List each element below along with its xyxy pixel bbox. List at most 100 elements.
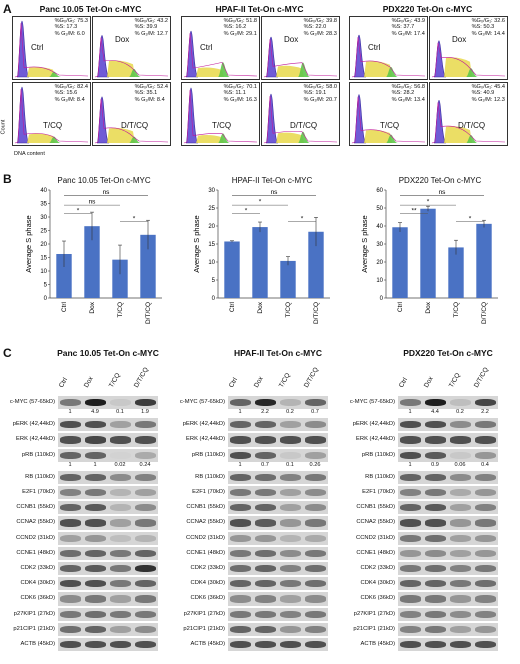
blot-strip <box>398 577 498 591</box>
s-phase-area <box>196 67 224 77</box>
blot-band <box>110 565 131 573</box>
y-tick-label: 25 <box>208 206 215 212</box>
blot-strip <box>228 562 328 576</box>
flow-histogram: %G₀/G₁: 52.4 %S: 35.1% G₂/M: 8.4 D/T/CQ <box>92 82 171 146</box>
blot-strip <box>398 607 498 621</box>
flow-condition-label: Dox <box>115 35 130 44</box>
fit-line <box>14 22 89 78</box>
blot-band <box>135 595 156 603</box>
flow-stat-s: %S: 37.7 <box>391 24 415 31</box>
blot-band <box>60 504 81 512</box>
blot-strip <box>398 396 498 410</box>
blot-band <box>85 436 106 444</box>
blot-band <box>85 595 106 603</box>
blot-strip <box>58 592 158 606</box>
flow-stat-m: % G₂/M: 20.7 <box>303 96 337 103</box>
blot-row-label: p27KIP1 (27kD) <box>353 610 395 617</box>
blot-strip <box>398 486 498 500</box>
band-quantification: 4.4 <box>431 409 439 416</box>
x-tick-label: Ctrl <box>61 301 68 312</box>
blot-strip <box>58 562 158 576</box>
flow-stat-g: %G₀/G₁: 82.4 <box>54 84 88 90</box>
sig-label: * <box>301 215 304 222</box>
blot-band <box>400 399 421 407</box>
flow-condition-label: T/CQ <box>380 121 400 130</box>
blot-strip <box>228 418 328 432</box>
y-tick-label: 15 <box>208 242 215 248</box>
blot-row-label: CCNB1 (55kD) <box>16 504 55 511</box>
blot-band <box>255 519 276 527</box>
blot-band <box>305 399 326 407</box>
band-quantification: 2.2 <box>481 409 489 416</box>
blot-band <box>305 421 326 429</box>
blot-band <box>280 549 301 557</box>
blot-band <box>305 595 326 603</box>
flow-stat-m: % G₂/M: 29.1 <box>223 30 257 37</box>
flow-stats: %G₀/G₁: 52.4 %S: 35.1% G₂/M: 8.4 <box>135 84 168 103</box>
blot-band <box>400 641 421 649</box>
flow-condition-label: Dox <box>284 35 299 44</box>
blot-row-label: c-MYC (57-65kD) <box>9 399 55 405</box>
blot-band <box>280 519 301 527</box>
blot-band <box>475 595 496 603</box>
blot-band <box>255 565 276 573</box>
flow-histogram: %G₀/G₁: 43.2 %S: 39.9% G₂/M: 12.7 Dox <box>92 16 171 80</box>
fit-line <box>263 95 338 144</box>
blot-band <box>450 595 471 603</box>
blot-band <box>85 565 106 573</box>
band-quantification: 0.1 <box>286 461 294 468</box>
blot-row-label: pERK (42,44kD) <box>182 421 225 428</box>
blot-strip <box>398 546 498 560</box>
sig-label: ns <box>103 189 111 196</box>
blot-band <box>400 595 421 603</box>
s-phase-area <box>27 133 55 143</box>
blot-band <box>135 436 156 444</box>
g2m-peak <box>298 62 310 77</box>
blot-band <box>280 641 301 649</box>
g2m-peak <box>129 136 141 143</box>
blot-band <box>135 421 156 429</box>
bar <box>420 208 436 298</box>
flow-stat-s: %S: 11.1 <box>223 90 246 97</box>
blot-band <box>305 436 326 444</box>
blot-band <box>85 451 106 459</box>
y-tick-label: 20 <box>40 242 47 248</box>
flow-condition-label: D/T/CQ <box>121 121 149 130</box>
flow-stat-g: %G₀/G₁: 43.9 <box>391 18 425 24</box>
blot-band <box>110 610 131 618</box>
y-tick-label: 60 <box>376 188 383 194</box>
blot-band <box>450 534 471 542</box>
s-phase-area <box>276 132 304 143</box>
flow-histogram: %G₀/G₁: 39.8 %S: 22.0% G₂/M: 28.3 Dox <box>261 16 340 80</box>
blot-band <box>280 421 301 429</box>
sig-label: * <box>427 199 430 206</box>
y-tick-label: 0 <box>44 296 48 302</box>
blot-band <box>475 610 496 618</box>
blot-strip <box>398 622 498 636</box>
blot-row-label: E2F1 (70kD) <box>362 489 395 495</box>
blot-band <box>255 421 276 429</box>
blot-band <box>280 489 301 497</box>
sig-label: * <box>259 199 262 206</box>
flow-ylabel: Count <box>0 119 7 135</box>
blot-row-label: p27KIP1 (27kD) <box>13 610 55 617</box>
flow-condition-label: Ctrl <box>31 43 44 52</box>
blot-band <box>135 534 156 542</box>
blot-strip <box>58 607 158 621</box>
y-tick-label: 20 <box>208 224 215 230</box>
flow-stat-m: % G₂/M: 8.4 <box>134 96 165 103</box>
flow-condition-label: D/T/CQ <box>290 121 318 130</box>
y-tick-label: 10 <box>40 269 47 275</box>
blot-row-label: ACTB (45kD) <box>20 641 55 647</box>
blot-band <box>255 580 276 588</box>
blot-band <box>475 549 496 557</box>
blot-band <box>475 473 496 481</box>
blot-row-label: CCNE1 (48kD) <box>186 549 225 556</box>
blot-band <box>110 489 131 497</box>
band-quantification: 1 <box>68 461 72 468</box>
flow-stat-m: % G₂/M: 12.7 <box>134 30 168 37</box>
band-quantification: 0.1 <box>116 409 124 416</box>
blot-band <box>110 625 131 633</box>
g1-peak <box>185 87 199 144</box>
flow-stat-s: %S: 40.9 <box>471 90 495 97</box>
